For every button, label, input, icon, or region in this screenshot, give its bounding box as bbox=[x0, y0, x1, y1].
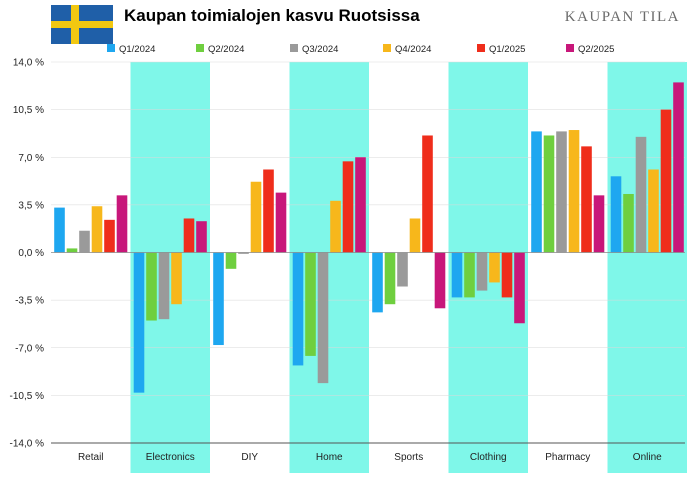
y-tick-label: -14,0 % bbox=[10, 439, 45, 450]
legend-label: Q3/2024 bbox=[302, 44, 338, 55]
bar-home-q2-2025 bbox=[355, 157, 366, 253]
bar-clothing-q1-2025 bbox=[501, 252, 513, 298]
bar-electronics-q4-2024 bbox=[171, 252, 182, 305]
category-label: Electronics bbox=[146, 452, 195, 463]
legend-swatch bbox=[566, 44, 574, 52]
bar-clothing-q1-2024 bbox=[451, 252, 463, 298]
swedish-flag-icon bbox=[51, 5, 113, 44]
y-tick-label: 14,0 % bbox=[13, 58, 44, 69]
bar-electronics-q2-2025 bbox=[196, 221, 207, 253]
y-tick-label: 3,5 % bbox=[18, 200, 44, 211]
category-label: Sports bbox=[394, 452, 423, 463]
legend-label: Q2/2024 bbox=[208, 44, 244, 55]
bar-online-q2-2025 bbox=[673, 82, 684, 253]
bar-sports-q2-2025 bbox=[434, 252, 446, 309]
y-tick-label: 7,0 % bbox=[18, 153, 44, 164]
chart-title: Kaupan toimialojen kasvu Ruotsissa bbox=[124, 6, 420, 25]
legend-swatch bbox=[383, 44, 391, 52]
bar-electronics-q1-2025 bbox=[183, 218, 195, 253]
bar-retail-q2-2024 bbox=[66, 248, 78, 253]
bar-retail-q1-2025 bbox=[104, 219, 115, 253]
bar-diy-q2-2024 bbox=[225, 252, 237, 269]
bar-electronics-q2-2024 bbox=[146, 252, 157, 321]
bar-online-q4-2024 bbox=[648, 169, 659, 253]
bar-online-q1-2024 bbox=[610, 176, 622, 253]
y-tick-label: 0,0 % bbox=[18, 248, 44, 259]
bar-retail-q4-2024 bbox=[91, 206, 103, 253]
bar-diy-q4-2024 bbox=[250, 181, 262, 253]
bar-pharmacy-q4-2024 bbox=[568, 130, 580, 253]
bar-clothing-q2-2024 bbox=[464, 252, 475, 298]
bar-diy-q1-2025 bbox=[263, 169, 274, 253]
legend-label: Q2/2025 bbox=[578, 44, 614, 55]
bar-sports-q4-2024 bbox=[409, 218, 421, 253]
bar-retail-q3-2024 bbox=[79, 230, 90, 253]
bar-pharmacy-q2-2024 bbox=[543, 135, 555, 253]
category-label: Retail bbox=[78, 452, 104, 463]
bar-pharmacy-q1-2025 bbox=[581, 146, 592, 253]
legend-swatch bbox=[196, 44, 204, 52]
gridlines bbox=[51, 61, 685, 396]
bar-home-q4-2024 bbox=[330, 200, 341, 253]
y-tick-label: 10,5 % bbox=[13, 105, 44, 116]
legend-swatch bbox=[107, 44, 115, 52]
bar-sports-q1-2025 bbox=[422, 135, 433, 253]
legend-label: Q4/2024 bbox=[395, 44, 431, 55]
bar-online-q3-2024 bbox=[635, 136, 647, 253]
y-tick-label: -3,5 % bbox=[15, 296, 44, 307]
category-label: Clothing bbox=[470, 452, 507, 463]
axes bbox=[51, 252, 685, 444]
bar-sports-q2-2024 bbox=[384, 252, 396, 305]
bar-home-q1-2024 bbox=[292, 252, 304, 366]
bar-diy-q1-2024 bbox=[213, 252, 224, 346]
bar-sports-q1-2024 bbox=[372, 252, 383, 313]
bar-diy-q3-2024 bbox=[238, 252, 249, 254]
bar-electronics-q1-2024 bbox=[133, 252, 145, 393]
bar-pharmacy-q1-2024 bbox=[531, 131, 542, 253]
bar-retail-q2-2025 bbox=[116, 195, 128, 253]
bar-diy-q2-2025 bbox=[275, 192, 287, 253]
bar-pharmacy-q2-2025 bbox=[593, 195, 605, 253]
legend-swatch bbox=[290, 44, 298, 52]
bar-pharmacy-q3-2024 bbox=[556, 131, 567, 253]
brand-logo-text: KAUPAN TILA bbox=[565, 9, 680, 25]
legend-label: Q1/2025 bbox=[489, 44, 525, 55]
bar-electronics-q3-2024 bbox=[158, 252, 170, 320]
category-label: DIY bbox=[241, 452, 258, 463]
bars bbox=[54, 82, 684, 393]
bar-clothing-q4-2024 bbox=[489, 252, 500, 283]
y-tick-labels: 14,0 % 10,5 % 7,0 % 3,5 % 0,0 % -3,5 % -7,0 % -… bbox=[10, 58, 45, 450]
category-labels: Retail Electronics DIY Home Sports Clothing Ph… bbox=[78, 452, 662, 463]
bar-home-q2-2024 bbox=[305, 252, 316, 356]
bar-clothing-q3-2024 bbox=[476, 252, 488, 291]
highlight-bands bbox=[130, 62, 687, 473]
bar-sports-q3-2024 bbox=[397, 252, 408, 287]
bar-home-q1-2025 bbox=[342, 161, 354, 253]
legend-swatch bbox=[477, 44, 485, 52]
bar-online-q1-2025 bbox=[660, 109, 672, 253]
category-label: Pharmacy bbox=[545, 452, 590, 463]
category-label: Online bbox=[633, 452, 662, 463]
bar-clothing-q2-2025 bbox=[514, 252, 525, 324]
y-tick-label: -7,0 % bbox=[15, 343, 44, 354]
bar-online-q2-2024 bbox=[623, 193, 634, 253]
legend-label: Q1/2024 bbox=[119, 44, 155, 55]
legend: Q1/2024 Q2/2024 Q3/2024 Q4/2024 Q1/2025 Q2/20… bbox=[107, 44, 614, 55]
y-tick-label: -10,5 % bbox=[10, 391, 45, 402]
category-label: Home bbox=[316, 452, 343, 463]
bar-home-q3-2024 bbox=[317, 252, 329, 384]
bar-retail-q1-2024 bbox=[54, 207, 65, 253]
